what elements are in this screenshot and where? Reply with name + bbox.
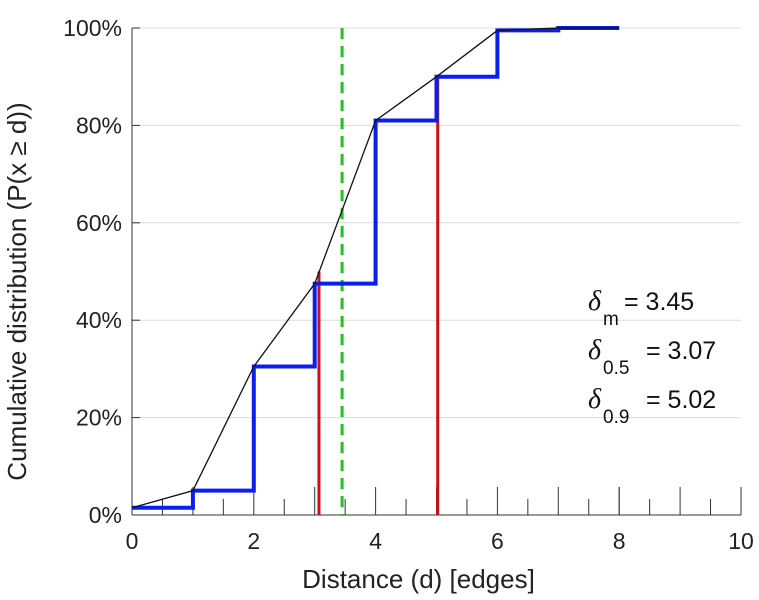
x-tick-label: 2 (247, 528, 260, 554)
series-smooth-line (131, 27, 620, 509)
stat-annotation: δ0.9 = 5.02 (588, 384, 716, 428)
annotation-value: = 5.02 (646, 386, 716, 414)
series-step-line (132, 26, 620, 510)
y-tick-label: 100% (63, 15, 122, 41)
annotation-subscript: 0.5 (603, 358, 629, 379)
x-tick-label: 10 (728, 528, 754, 554)
y-tick-label: 80% (76, 112, 122, 138)
x-axis-title: Distance (d) [edges] (302, 564, 535, 594)
x-tick-label: 0 (126, 528, 139, 554)
y-tick-label: 60% (76, 210, 122, 236)
stat-annotation: δ0.5 = 3.07 (588, 335, 716, 379)
annotation-symbol: δ (588, 384, 602, 415)
x-tick-label: 8 (613, 528, 626, 554)
annotation-subscript: m (603, 309, 619, 330)
x-tick-label: 4 (369, 528, 382, 554)
y-axis-title: Cumulative distribution (P(x ≥ d)) (2, 102, 32, 480)
y-tick-label: 0% (89, 502, 122, 528)
annotation-symbol: δ (588, 335, 602, 366)
annotation-subscript: 0.9 (603, 407, 629, 428)
annotation-symbol: δ (588, 286, 602, 317)
annotation-value: = 3.07 (646, 337, 716, 365)
stat-annotation: δm= 3.45 (588, 286, 694, 330)
y-tick-label: 40% (76, 307, 122, 333)
annotation-value: = 3.45 (624, 288, 694, 316)
x-tick-label: 6 (491, 528, 504, 554)
y-tick-label: 20% (76, 405, 122, 431)
